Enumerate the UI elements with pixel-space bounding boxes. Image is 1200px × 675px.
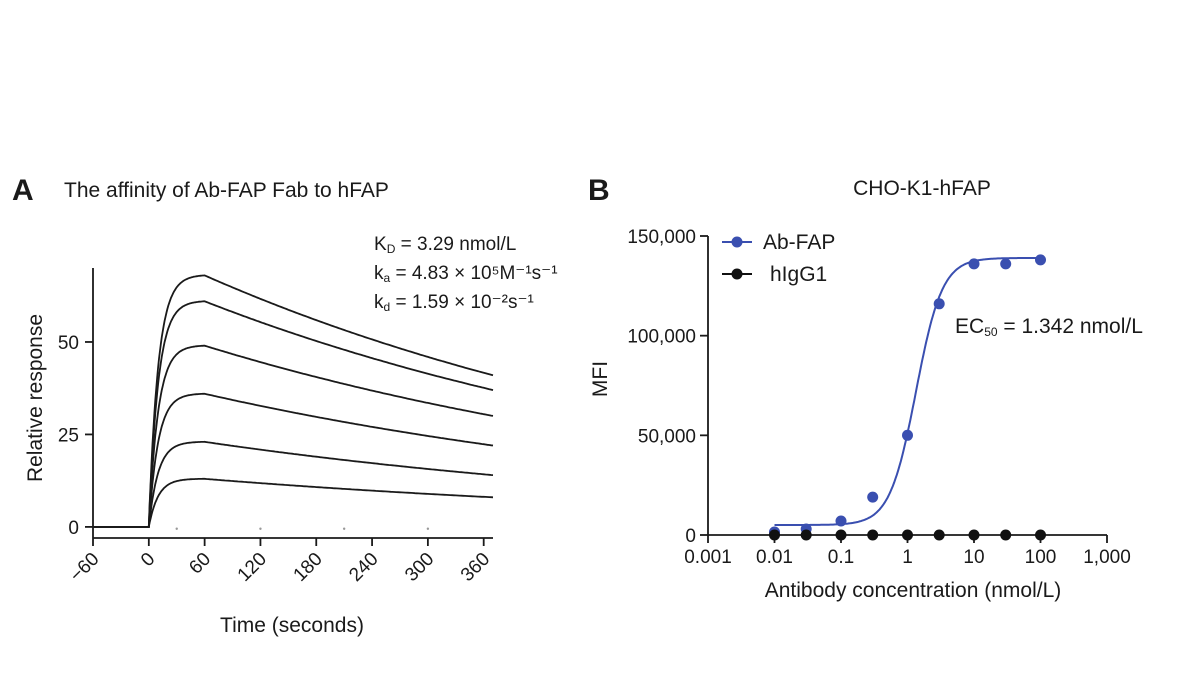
- sensorgram-curve: [93, 392, 494, 528]
- data-points-b: [769, 254, 1046, 541]
- legend-higg1-label: hIgG1: [770, 263, 827, 286]
- panel-a-title: The affinity of Ab-FAP Fab to hFAP: [64, 179, 389, 202]
- baseline-dot: [342, 527, 346, 530]
- x-tick-label: 1: [902, 547, 913, 568]
- kd-dissociation-annotation: kd = 1.59 × 10⁻²s⁻¹: [374, 292, 534, 314]
- panel-b: B CHO-K1-hFAP 0 50,000 100,000 150,000 0.00…: [588, 174, 1143, 602]
- y-tick-label: 150,000: [627, 227, 696, 248]
- higg1-point: [835, 529, 847, 541]
- legend-b: Ab-FAP hIgG1: [722, 231, 835, 286]
- x-tick-label: 180: [290, 549, 327, 586]
- y-ticks-a: 0 25 50: [58, 333, 93, 539]
- x-tick-label: 300: [401, 549, 438, 586]
- higg1-point: [1000, 529, 1012, 541]
- y-axis-label-a: Relative response: [24, 314, 47, 482]
- x-tick-label: 0: [137, 549, 159, 571]
- sensorgram-curve: [93, 300, 494, 528]
- higg1-point: [1035, 529, 1046, 541]
- ab-fap-fit-curve: [774, 256, 1041, 526]
- baseline-dot: [175, 527, 178, 530]
- x-axis-label-a: Time (seconds): [220, 614, 364, 637]
- panel-b-title: CHO-K1-hFAP: [853, 177, 991, 200]
- y-tick-label: 100,000: [627, 327, 696, 348]
- x-tick-label: 0.001: [684, 547, 732, 568]
- x-tick-label: 1,000: [1083, 547, 1131, 568]
- y-ticks-b: 0 50,000 100,000 150,000: [627, 227, 708, 547]
- higg1-point: [800, 529, 812, 541]
- ka-annotation: ka = 4.83 × 10⁵M⁻¹s⁻¹: [374, 263, 558, 285]
- panel-a-letter: A: [12, 174, 34, 207]
- legend-ab-fap-label: Ab-FAP: [763, 231, 835, 254]
- sensorgram-curve: [93, 477, 494, 528]
- y-tick-label: 0: [68, 518, 79, 539]
- y-axis-label-b: MFI: [589, 361, 612, 397]
- x-ticks-b: 0.001 0.01 0.1 1 10 100 1,000: [684, 535, 1131, 568]
- sensorgram-curves: [93, 274, 494, 528]
- ab-fap-point: [867, 491, 879, 503]
- x-ticks-a: −60 0 60 120 180 240 300 360: [66, 538, 494, 586]
- ab-fap-point: [835, 515, 847, 527]
- x-tick-label: 0.01: [756, 547, 793, 568]
- panel-b-letter: B: [588, 174, 610, 207]
- ab-fap-point: [933, 298, 945, 310]
- baseline-dot: [426, 527, 430, 530]
- legend-ab-fap-marker: [731, 236, 743, 248]
- y-tick-label: 50,000: [638, 426, 696, 447]
- higg1-point: [968, 529, 980, 541]
- ec50-annotation: EC50 = 1.342 nmol/L: [955, 315, 1143, 339]
- ab-fap-point: [902, 429, 913, 441]
- x-tick-label: 240: [345, 549, 382, 586]
- ab-fap-fit-line: [774, 256, 1041, 526]
- x-tick-label: 10: [963, 547, 984, 568]
- baseline-dot: [259, 527, 262, 530]
- ab-fap-point: [1035, 254, 1046, 266]
- sensorgram-curve: [93, 440, 494, 528]
- kinetics-annotation: KD = 3.29 nmol/L ka = 4.83 × 10⁵M⁻¹s⁻¹ k…: [374, 234, 558, 314]
- x-tick-label: 100: [1025, 547, 1057, 568]
- sensorgram-curve: [93, 274, 494, 528]
- y-tick-label: 25: [58, 425, 79, 446]
- ab-fap-point: [968, 258, 980, 270]
- x-tick-label: 60: [185, 549, 215, 579]
- baseline-dots-a: [175, 527, 430, 530]
- kd-equilibrium-annotation: KD = 3.29 nmol/L: [374, 234, 516, 256]
- y-tick-label: 0: [685, 526, 696, 547]
- legend-higg1-marker: [731, 268, 743, 280]
- x-tick-label: 120: [234, 549, 271, 586]
- ab-fap-point: [1000, 258, 1012, 270]
- x-axis-label-b: Antibody concentration (nmol/L): [765, 579, 1062, 602]
- y-tick-label: 50: [58, 333, 79, 354]
- higg1-point: [933, 529, 945, 541]
- higg1-point: [867, 529, 879, 541]
- x-tick-label: 360: [457, 549, 494, 586]
- panel-a: A The affinity of Ab-FAP Fab to hFAP KD …: [12, 174, 558, 637]
- sensorgram-curve: [93, 344, 494, 528]
- x-tick-label: 0.1: [828, 547, 854, 568]
- x-tick-label: −60: [66, 549, 104, 587]
- higg1-point: [769, 529, 780, 541]
- higg1-point: [902, 529, 913, 541]
